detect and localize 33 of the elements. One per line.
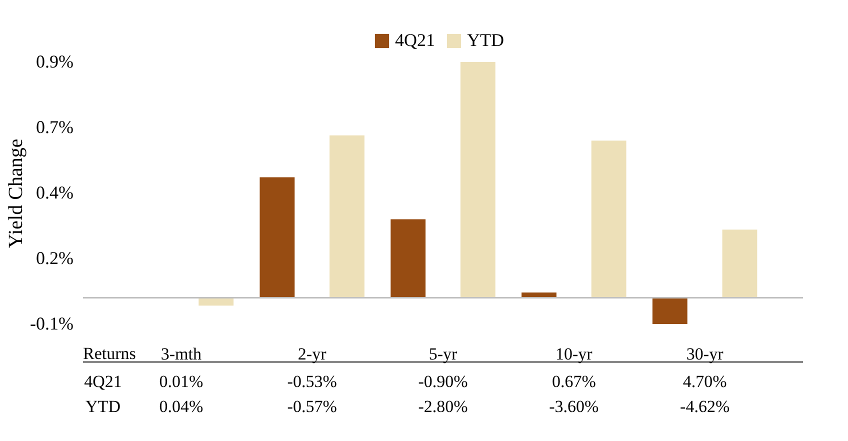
bar [591, 140, 626, 298]
y-tick-label: -0.1% [30, 314, 74, 334]
y-tick-label: 0.2% [36, 248, 74, 268]
text: -4.62% [680, 397, 730, 416]
text: YTD [86, 397, 120, 416]
x-tick-label: 10-yr [555, 344, 593, 364]
x-tick-label: 2-yr [298, 344, 327, 364]
legend-label: YTD [467, 30, 504, 50]
text: -0.90% [418, 372, 468, 391]
x-tick-label: 5-yr [428, 344, 458, 364]
text: 0.01% [159, 372, 204, 391]
text: 4.70% [682, 372, 727, 391]
bar [330, 135, 364, 298]
bar [722, 230, 758, 298]
legend-label: 4Q21 [395, 30, 435, 50]
bar [460, 62, 496, 298]
text: 0.67% [552, 372, 596, 391]
bar [390, 219, 426, 298]
y-tick-label: 0.9% [36, 52, 74, 72]
text: -0.57% [287, 397, 337, 416]
bar [652, 298, 688, 324]
text: -0.53% [287, 372, 337, 391]
x-tick-label: 3-mth [160, 344, 202, 364]
text: Returns [83, 344, 136, 363]
x-tick-label: 30-yr [686, 344, 724, 364]
y-tick-label: 0.4% [36, 182, 74, 202]
text: 0.04% [159, 397, 204, 416]
bar [260, 177, 295, 298]
y-axis-title: Yield Change [5, 138, 28, 248]
text: -2.80% [418, 397, 468, 416]
text: 4Q21 [84, 372, 122, 391]
y-tick-label: 0.7% [36, 117, 74, 137]
text: -3.60% [549, 397, 599, 416]
